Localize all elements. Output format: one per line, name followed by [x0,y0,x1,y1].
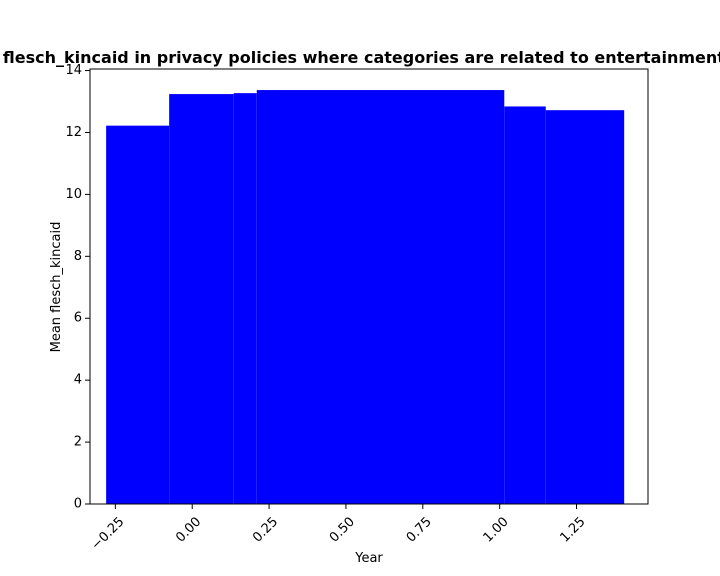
y-tick-label: 6 [74,311,82,326]
y-tick-label: 4 [74,373,82,388]
x-axis-label: Year [354,551,383,566]
bar-4 [504,106,546,504]
y-tick-label: 0 [74,497,82,512]
y-axis-ticks: 0 2 4 6 8 10 12 14 [65,63,90,512]
bar-3 [256,90,505,505]
chart-title: Mean flesch_kincaid in privacy policies … [0,48,720,67]
plot-frame [89,68,649,505]
y-tick-label: 10 [65,187,82,202]
y-tick-label: 14 [65,63,82,78]
bar-5 [545,110,625,505]
bar-2 [233,93,257,504]
y-tick-label: 2 [74,435,82,450]
y-tick-label: 8 [74,249,82,264]
bars-layer [106,90,625,505]
bar-0 [106,125,170,505]
y-tick-label: 12 [65,125,82,140]
y-axis-label: Mean flesch_kincaid [49,222,64,353]
bar-1 [169,94,234,504]
